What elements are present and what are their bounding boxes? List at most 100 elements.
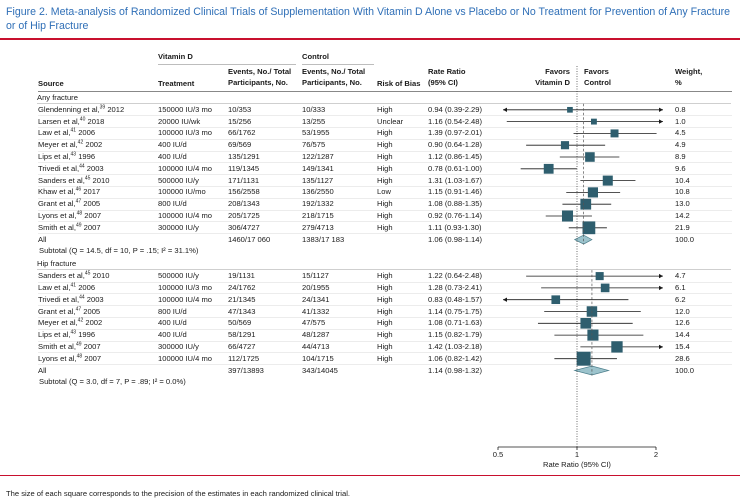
row-rule <box>38 221 732 223</box>
study-year: 2006 <box>76 128 96 138</box>
study-vit-events: 58/1291 <box>228 330 256 340</box>
study-marker <box>560 141 570 150</box>
study-author: Sanders et al, <box>38 271 85 281</box>
study-treatment: 100000 IU/4 mo <box>158 353 213 363</box>
study-ctl-events: 24/1341 <box>302 294 330 304</box>
study-year: 2002 <box>83 318 103 328</box>
study-marker <box>561 210 574 222</box>
study-weight: 6.1 <box>675 282 686 292</box>
header-vitamin-d: Vitamin D <box>158 52 193 61</box>
subtotal-stats: Subtotal (Q = 14.5, df = 10, P = .15; I²… <box>39 246 199 256</box>
study-year: 2003 <box>84 163 104 173</box>
study-ctl-events: 136/2550 <box>302 187 334 197</box>
row-rule <box>38 127 732 128</box>
study-source: Smith et al,49 2007 <box>38 342 101 352</box>
row-rule <box>38 305 732 307</box>
study-author: Grant et al, <box>38 306 76 316</box>
study-ctl-events: 13/255 <box>302 116 326 126</box>
study-ref: 45 <box>84 270 91 277</box>
header-weight-1: Weight, <box>675 67 703 76</box>
study-year: 2003 <box>84 294 104 304</box>
study-year: 2007 <box>81 341 101 351</box>
study-year: 2017 <box>81 187 101 197</box>
study-author: Lips et al, <box>38 330 71 340</box>
study-ctl-events: 10/333 <box>302 104 326 114</box>
header-weight-2: % <box>675 78 682 87</box>
study-ctl-events: 44/4713 <box>302 341 330 351</box>
pooled-weight: 100.0 <box>675 365 695 375</box>
header-rate-ratio-1: Rate Ratio <box>428 67 466 76</box>
row-rule <box>38 138 732 140</box>
study-weight: 15.4 <box>675 341 690 351</box>
study-bias: High <box>377 318 393 328</box>
study-ref: 48 <box>76 210 83 217</box>
study-bias: High <box>377 271 393 281</box>
study-treatment: 800 IU/d <box>158 306 187 316</box>
footnote: The size of each square corresponds to t… <box>6 489 351 498</box>
row-rule <box>38 293 732 295</box>
study-author: Glendenning et al, <box>38 104 100 114</box>
study-vit-events: 15/256 <box>228 116 252 126</box>
study-vit-events: 21/1345 <box>228 294 256 304</box>
study-treatment: 400 IU/d <box>158 318 187 328</box>
study-source: Lips et al,43 1996 <box>38 330 95 340</box>
section-heading: Any fracture <box>37 92 78 102</box>
study-rate-ratio: 1.12 (0.86-1.45) <box>428 152 483 161</box>
study-ctl-events: 48/1287 <box>302 330 330 340</box>
study-treatment: 500000 IU/y <box>158 271 199 281</box>
study-treatment: 100000 IU/mo <box>158 187 206 197</box>
row-rule <box>38 174 732 176</box>
row-rule <box>38 340 732 342</box>
study-ctl-events: 41/1332 <box>302 306 330 316</box>
study-author: Grant et al, <box>38 199 76 209</box>
study-marker <box>585 152 595 162</box>
study-marker <box>586 306 598 317</box>
study-rate-ratio: 1.42 (1.03-2.18) <box>428 341 483 351</box>
row-rule <box>38 316 732 318</box>
study-bias: High <box>377 282 393 292</box>
study-ctl-events: 53/1955 <box>302 128 330 138</box>
study-weight: 12.0 <box>675 306 690 316</box>
study-author: Law et al, <box>38 282 71 292</box>
study-bias: High <box>377 140 393 150</box>
study-source: Trivedi et al,44 2003 <box>38 164 104 174</box>
study-ctl-events: 20/1955 <box>302 282 330 292</box>
study-source: Lyons et al,48 2007 <box>38 354 101 364</box>
ci-arrow-left <box>503 107 507 113</box>
study-marker <box>543 163 554 174</box>
study-bias: High <box>377 104 393 114</box>
header-favors-vitd-2: Vitamin D <box>535 78 570 87</box>
study-treatment: 100000 IU/3 mo <box>158 128 213 138</box>
study-author: Trivedi et al, <box>38 294 80 304</box>
study-marker <box>600 283 610 293</box>
study-year: 2007 <box>81 222 101 232</box>
study-author: Lyons et al, <box>38 353 77 363</box>
study-treatment: 150000 IU/3 mo <box>158 104 213 114</box>
study-weight: 14.4 <box>675 330 690 340</box>
pooled-weight: 100.0 <box>675 234 695 244</box>
study-source: Grant et al,47 2005 <box>38 199 100 209</box>
pooled-label: All <box>38 234 47 244</box>
study-rate-ratio: 1.22 (0.64-2.48) <box>428 271 483 281</box>
study-treatment: 400 IU/d <box>158 152 187 161</box>
study-author: Smith et al, <box>38 222 76 232</box>
study-ctl-events: 76/575 <box>302 140 326 150</box>
study-weight: 21.9 <box>675 222 690 232</box>
study-bias: High <box>377 163 393 173</box>
pooled-ctl-events: 343/14045 <box>302 365 338 375</box>
study-marker <box>567 106 573 113</box>
study-weight: 6.2 <box>675 294 686 304</box>
study-ctl-events: 149/1341 <box>302 163 334 173</box>
study-ctl-events: 218/1715 <box>302 211 334 220</box>
x-tick-label: 1 <box>575 450 579 459</box>
study-marker <box>580 198 592 210</box>
study-treatment: 100000 IU/4 mo <box>158 211 213 220</box>
study-bias: High <box>377 341 393 351</box>
study-source: Smith et al,49 2007 <box>38 223 101 233</box>
section-rule <box>37 269 731 271</box>
study-source: Lips et al,43 1996 <box>38 152 95 162</box>
study-vit-events: 171/1131 <box>228 175 260 185</box>
study-weight: 9.6 <box>675 163 686 173</box>
study-vit-events: 69/569 <box>228 140 252 150</box>
header-vitamin-d-rule <box>158 64 296 65</box>
